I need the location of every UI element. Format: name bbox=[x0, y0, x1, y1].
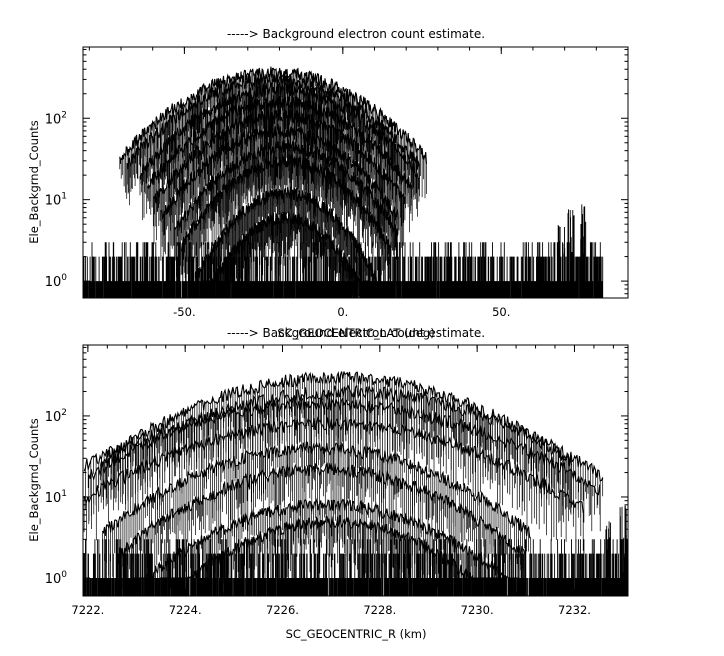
bottom-y-tick-label: 100 bbox=[45, 570, 68, 587]
bottom-x-tick-label: 7224. bbox=[169, 603, 202, 617]
top-chart-title: -----> Background electron count estimat… bbox=[227, 27, 485, 41]
bottom-x-tick-label: 7222. bbox=[71, 603, 104, 617]
top-x-tick-label: 0. bbox=[337, 305, 348, 319]
top-series-10-spread bbox=[201, 211, 370, 298]
top-noise-floor bbox=[82, 204, 604, 298]
bottom-series-4-spread bbox=[83, 418, 584, 551]
top-y-axis-label: Ele_Backgrnd_Counts bbox=[27, 120, 41, 244]
top-x-tick-label: 50. bbox=[492, 305, 510, 319]
bottom-series-3-line bbox=[83, 397, 601, 496]
bottom-x-axis-ticks: 7222. 7224. 7226. 7228. 7230. 7232. bbox=[71, 345, 614, 617]
top-y-tick-label: 102 bbox=[45, 110, 67, 127]
bottom-y-tick-label: 102 bbox=[45, 408, 67, 425]
bottom-x-tick-label: 7232. bbox=[558, 603, 591, 617]
bottom-x-tick-label: 7226. bbox=[266, 603, 299, 617]
bottom-y-tick-label: 101 bbox=[45, 489, 67, 506]
top-x-tick-label: -50. bbox=[173, 305, 195, 319]
top-x-axis-ticks: -50. 0. 50. bbox=[88, 47, 629, 319]
top-chart: -----> Background electron count estimat… bbox=[27, 27, 629, 340]
bottom-chart-title: -----> Background electron count estimat… bbox=[227, 326, 485, 340]
bottom-chart: -----> Background electron count estimat… bbox=[27, 326, 629, 641]
bottom-x-tick-label: 7228. bbox=[363, 603, 396, 617]
bottom-series-6-spread bbox=[117, 463, 526, 596]
top-data-layer bbox=[82, 66, 604, 298]
bottom-series-8-spread bbox=[159, 516, 503, 596]
top-y-tick-label: 100 bbox=[45, 273, 68, 290]
bottom-y-axis-label: Ele_Backgrnd_Counts bbox=[27, 418, 41, 542]
top-x-axis-label: SC_GEOCENTRIC_LAT (deg) bbox=[277, 326, 434, 340]
bottom-data-layer bbox=[82, 370, 629, 596]
bottom-x-axis-label: SC_GEOCENTRIC_R (km) bbox=[286, 627, 427, 641]
bottom-series-3-spread bbox=[85, 397, 601, 532]
top-y-tick-label: 101 bbox=[45, 192, 67, 209]
bottom-x-tick-label: 7230. bbox=[461, 603, 494, 617]
top-series-8-spread bbox=[180, 155, 391, 298]
